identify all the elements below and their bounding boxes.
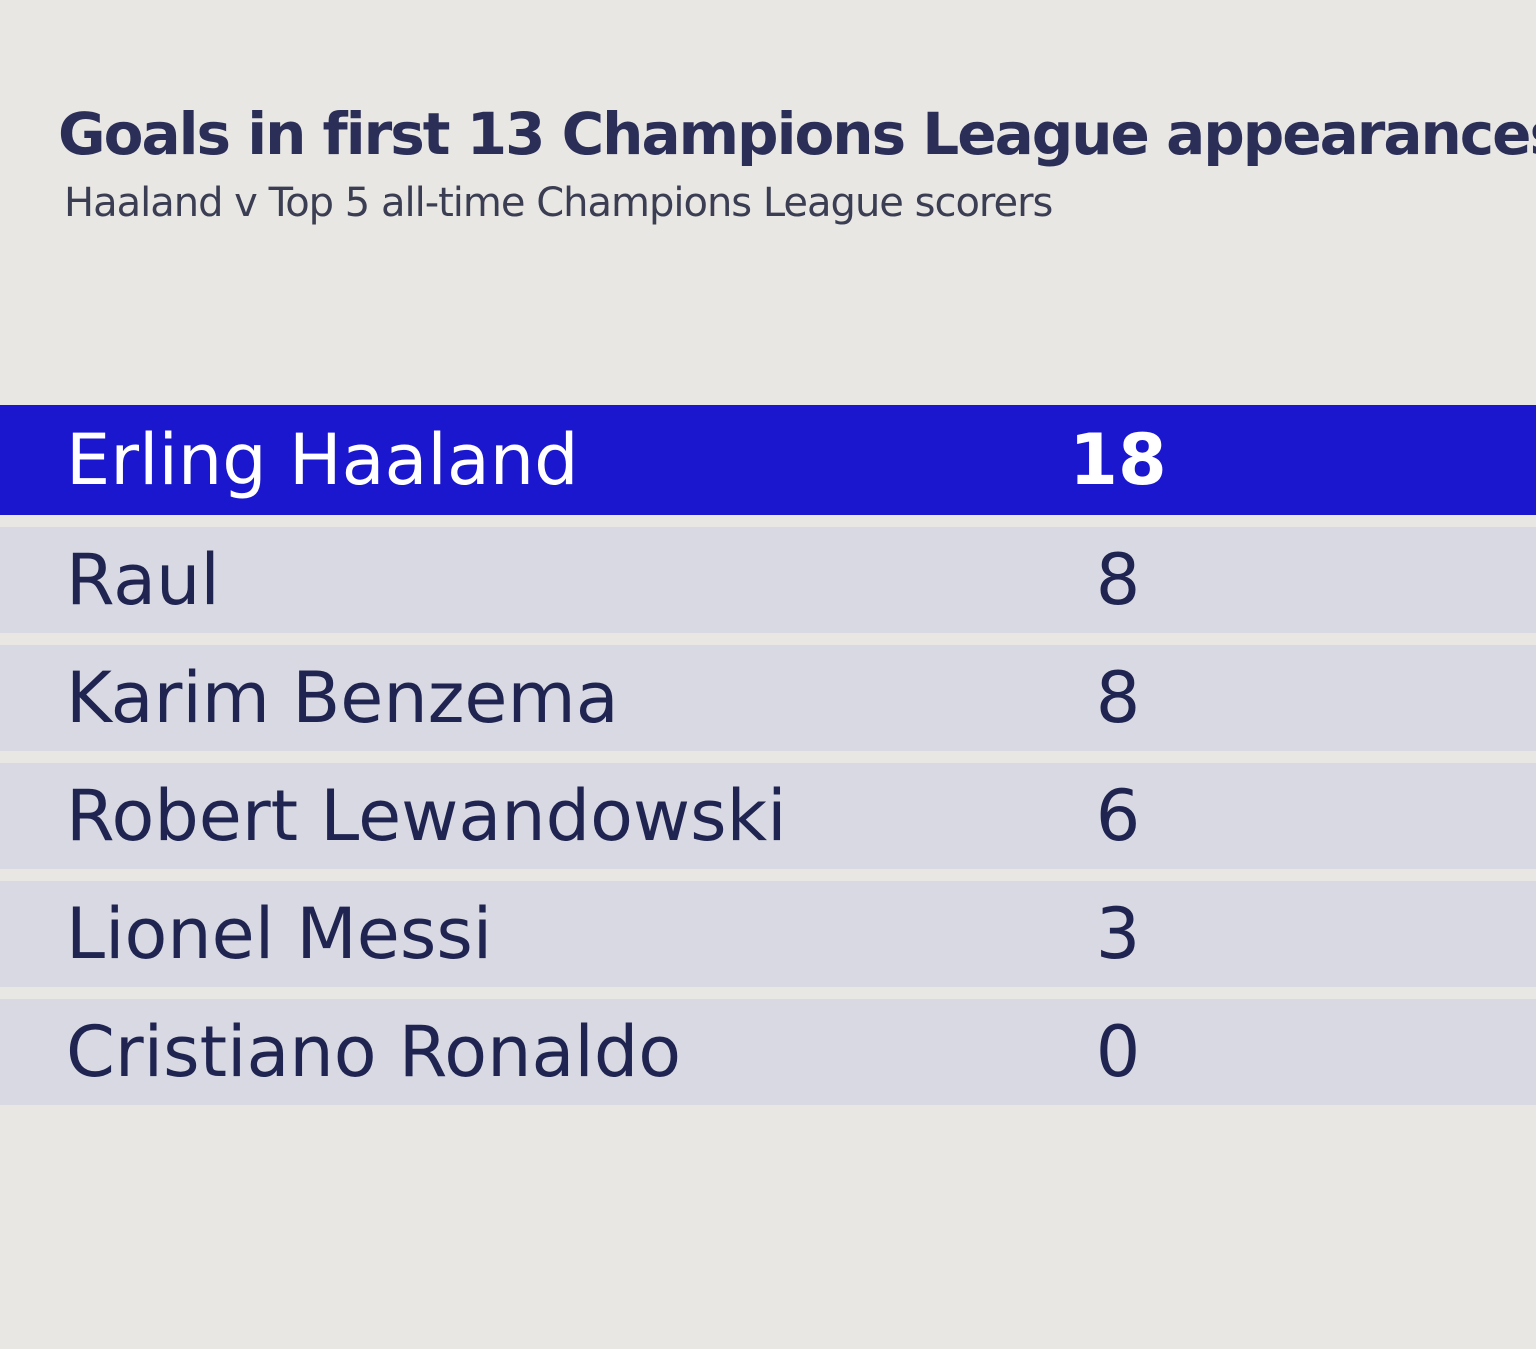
title: Goals in first 13 Champions League appea… xyxy=(58,100,1536,168)
goals: 0 xyxy=(1095,1011,1141,1093)
goals: 8 xyxy=(1095,539,1141,621)
table: Erling Haaland 18 Raul 8 Karim Benzema 8 Rober… xyxy=(0,405,1536,1117)
player-name: Raul xyxy=(66,539,220,621)
player-name: Robert Lewandowski xyxy=(66,775,787,857)
subtitle: Haaland v Top 5 all-time Champions Leagu… xyxy=(64,180,1053,226)
table-row: Erling Haaland 18 xyxy=(0,405,1536,515)
table-row: Robert Lewandowski 6 xyxy=(0,763,1536,869)
table-row: Raul 8 xyxy=(0,527,1536,633)
table-row: Cristiano Ronaldo 0 xyxy=(0,999,1536,1105)
table-row: Lionel Messi 3 xyxy=(0,881,1536,987)
player-name: Cristiano Ronaldo xyxy=(66,1011,682,1093)
goals: 3 xyxy=(1095,893,1141,975)
player-name: Erling Haaland xyxy=(66,419,579,501)
table-row: Karim Benzema 8 xyxy=(0,645,1536,751)
player-name: Karim Benzema xyxy=(66,657,619,739)
goals: 8 xyxy=(1095,657,1141,739)
goals: 6 xyxy=(1095,775,1141,857)
player-name: Lionel Messi xyxy=(66,893,493,975)
goals: 18 xyxy=(1069,419,1167,501)
